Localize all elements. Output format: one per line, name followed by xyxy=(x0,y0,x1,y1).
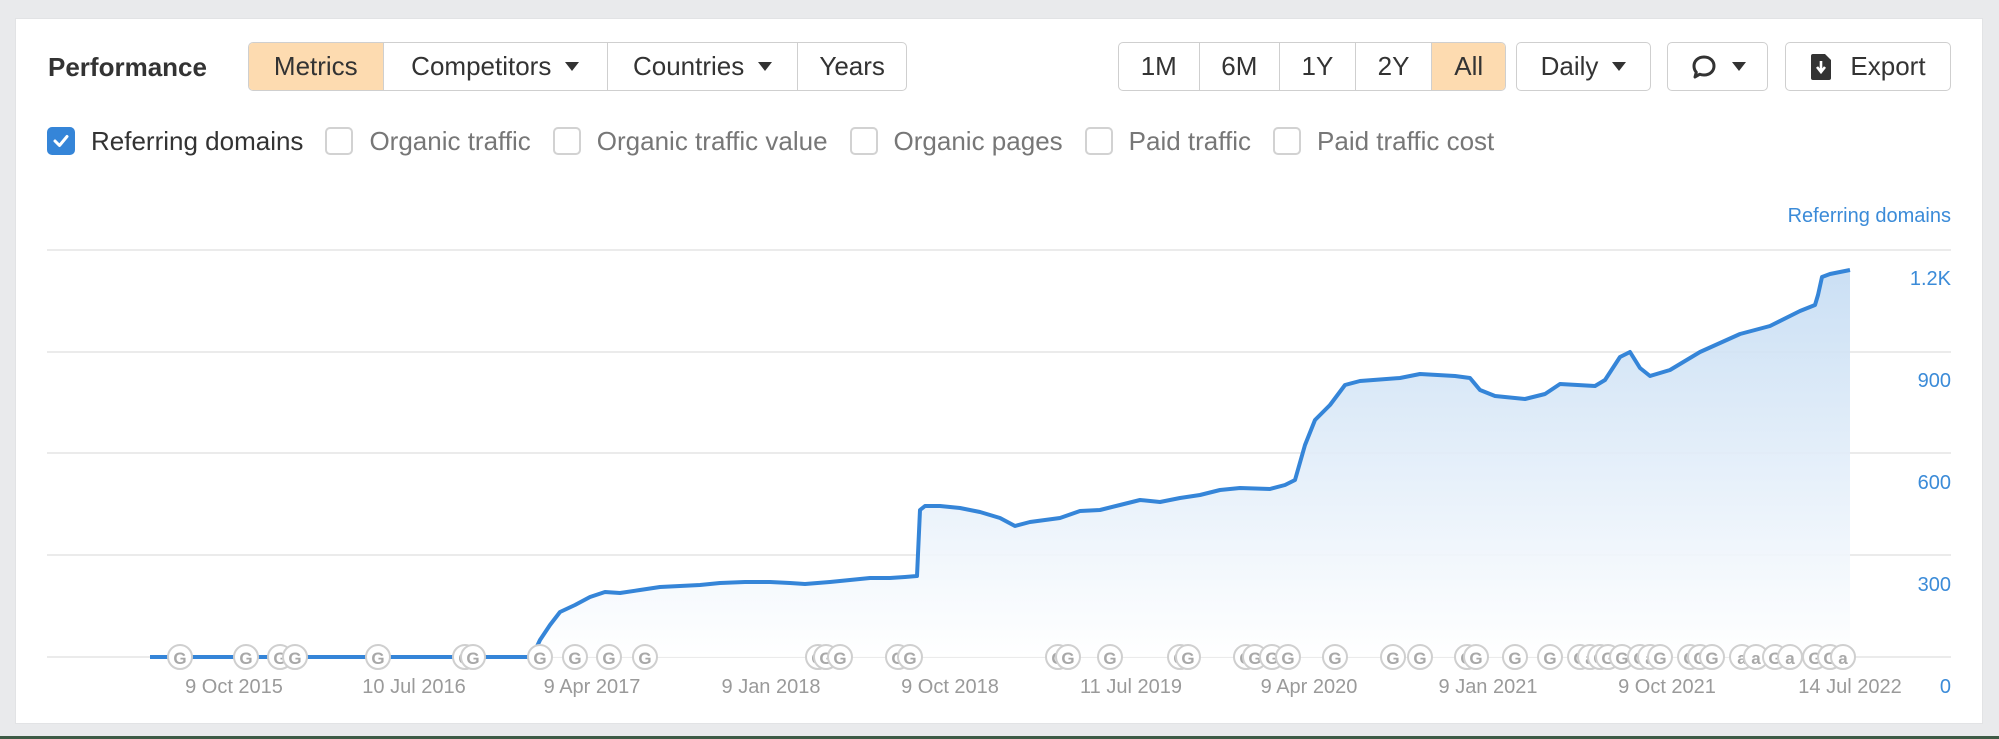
export-button[interactable]: Export xyxy=(1785,42,1951,91)
checkbox-empty-icon xyxy=(849,127,878,155)
update-markers[interactable]: GGGGGGGGGGGGGGGGGGGGGGGGGGGGGGGGGaGGGGaG… xyxy=(167,644,1856,670)
svg-text:G: G xyxy=(1265,649,1278,668)
area-fill xyxy=(150,270,1850,657)
chevron-down-icon xyxy=(758,62,773,71)
series-legend-label: Referring domains xyxy=(1787,205,1951,227)
svg-text:G: G xyxy=(1248,649,1261,668)
checkbox-empty-icon xyxy=(1084,127,1113,155)
bottom-border xyxy=(0,736,1999,739)
svg-text:a: a xyxy=(1785,649,1795,668)
svg-text:G: G xyxy=(833,649,846,668)
y-tick-900: 900 xyxy=(1917,370,1951,392)
checkbox-checked-icon xyxy=(47,127,75,155)
series-line xyxy=(150,268,1851,659)
svg-text:G: G xyxy=(1413,649,1426,668)
svg-text:a: a xyxy=(1751,649,1761,668)
annotations-dropdown[interactable] xyxy=(1667,42,1768,91)
svg-text:G: G xyxy=(1061,649,1074,668)
panel-title: Performance xyxy=(48,52,207,82)
y-tick-1200: 1.2K xyxy=(1909,268,1951,290)
tab-years[interactable]: Years xyxy=(819,51,885,81)
x-tick: 9 Jan 2018 xyxy=(721,676,821,698)
svg-text:G: G xyxy=(173,649,186,668)
checkbox-organic-traffic[interactable]: Organic traffic xyxy=(325,126,531,157)
y-tick-0: 0 xyxy=(1939,676,1951,698)
svg-text:G: G xyxy=(371,649,384,668)
checkbox-referring-domains[interactable]: Referring domains xyxy=(47,126,303,157)
view-tabs: Metrics Competitors Countries Years xyxy=(248,42,907,91)
x-tick: 14 Jul 2022 xyxy=(1798,676,1902,698)
x-tick: 11 Jul 2019 xyxy=(1080,676,1182,698)
range-1m[interactable]: 1M xyxy=(1119,43,1200,90)
svg-text:G: G xyxy=(1328,649,1341,668)
x-tick: 10 Jul 2016 xyxy=(362,676,466,698)
x-tick: 9 Apr 2020 xyxy=(1260,676,1358,698)
x-tick: 9 Oct 2021 xyxy=(1618,676,1716,698)
svg-text:G: G xyxy=(1508,649,1521,668)
svg-text:G: G xyxy=(903,649,916,668)
svg-text:a: a xyxy=(1737,649,1747,668)
metric-checkboxes: Referring domains Organic traffic Organi… xyxy=(47,126,1516,156)
svg-text:G: G xyxy=(1469,649,1482,668)
x-tick: 9 Oct 2018 xyxy=(901,676,999,698)
svg-text:G: G xyxy=(568,649,581,668)
svg-text:G: G xyxy=(1103,649,1116,668)
svg-text:G: G xyxy=(1281,649,1294,668)
range-tabs: 1M 6M 1Y 2Y All xyxy=(1118,42,1506,91)
checkbox-organic-traffic-value[interactable]: Organic traffic value xyxy=(552,126,828,157)
range-6m[interactable]: 6M xyxy=(1200,43,1281,90)
svg-text:G: G xyxy=(466,649,479,668)
svg-text:G: G xyxy=(1705,649,1718,668)
svg-text:a: a xyxy=(1838,649,1848,668)
chevron-down-icon xyxy=(1612,62,1627,71)
range-2y[interactable]: 2Y xyxy=(1356,43,1433,90)
svg-text:G: G xyxy=(1386,649,1399,668)
svg-text:G: G xyxy=(638,649,651,668)
checkbox-paid-traffic-cost[interactable]: Paid traffic cost xyxy=(1273,126,1494,157)
tab-metrics[interactable]: Metrics xyxy=(249,43,384,90)
svg-text:G: G xyxy=(1181,649,1194,668)
x-tick: 9 Apr 2017 xyxy=(543,676,641,698)
range-all[interactable]: All xyxy=(1432,43,1505,90)
svg-text:G: G xyxy=(1653,649,1666,668)
svg-text:G: G xyxy=(239,649,252,668)
svg-text:G: G xyxy=(1543,649,1556,668)
range-1y[interactable]: 1Y xyxy=(1280,43,1356,90)
tab-countries[interactable]: Countries xyxy=(608,43,799,90)
x-tick: 9 Jan 2021 xyxy=(1438,676,1538,698)
chevron-down-icon xyxy=(565,62,580,71)
y-tick-300: 300 xyxy=(1917,574,1951,596)
svg-text:G: G xyxy=(288,649,301,668)
comment-icon xyxy=(1692,55,1715,78)
svg-text:G: G xyxy=(1615,649,1628,668)
y-tick-600: 600 xyxy=(1917,472,1951,494)
checkbox-empty-icon xyxy=(552,127,581,155)
interval-dropdown[interactable]: Daily xyxy=(1516,42,1651,91)
checkbox-organic-pages[interactable]: Organic pages xyxy=(849,126,1063,157)
svg-text:G: G xyxy=(602,649,615,668)
export-icon xyxy=(1811,53,1832,80)
chevron-down-icon xyxy=(1731,62,1746,71)
x-tick: 9 Oct 2015 xyxy=(185,676,283,698)
checkbox-empty-icon xyxy=(325,127,354,155)
checkbox-empty-icon xyxy=(1273,127,1302,155)
checkbox-paid-traffic[interactable]: Paid traffic xyxy=(1084,126,1251,157)
tab-competitors[interactable]: Competitors xyxy=(384,43,608,90)
svg-text:G: G xyxy=(533,649,546,668)
